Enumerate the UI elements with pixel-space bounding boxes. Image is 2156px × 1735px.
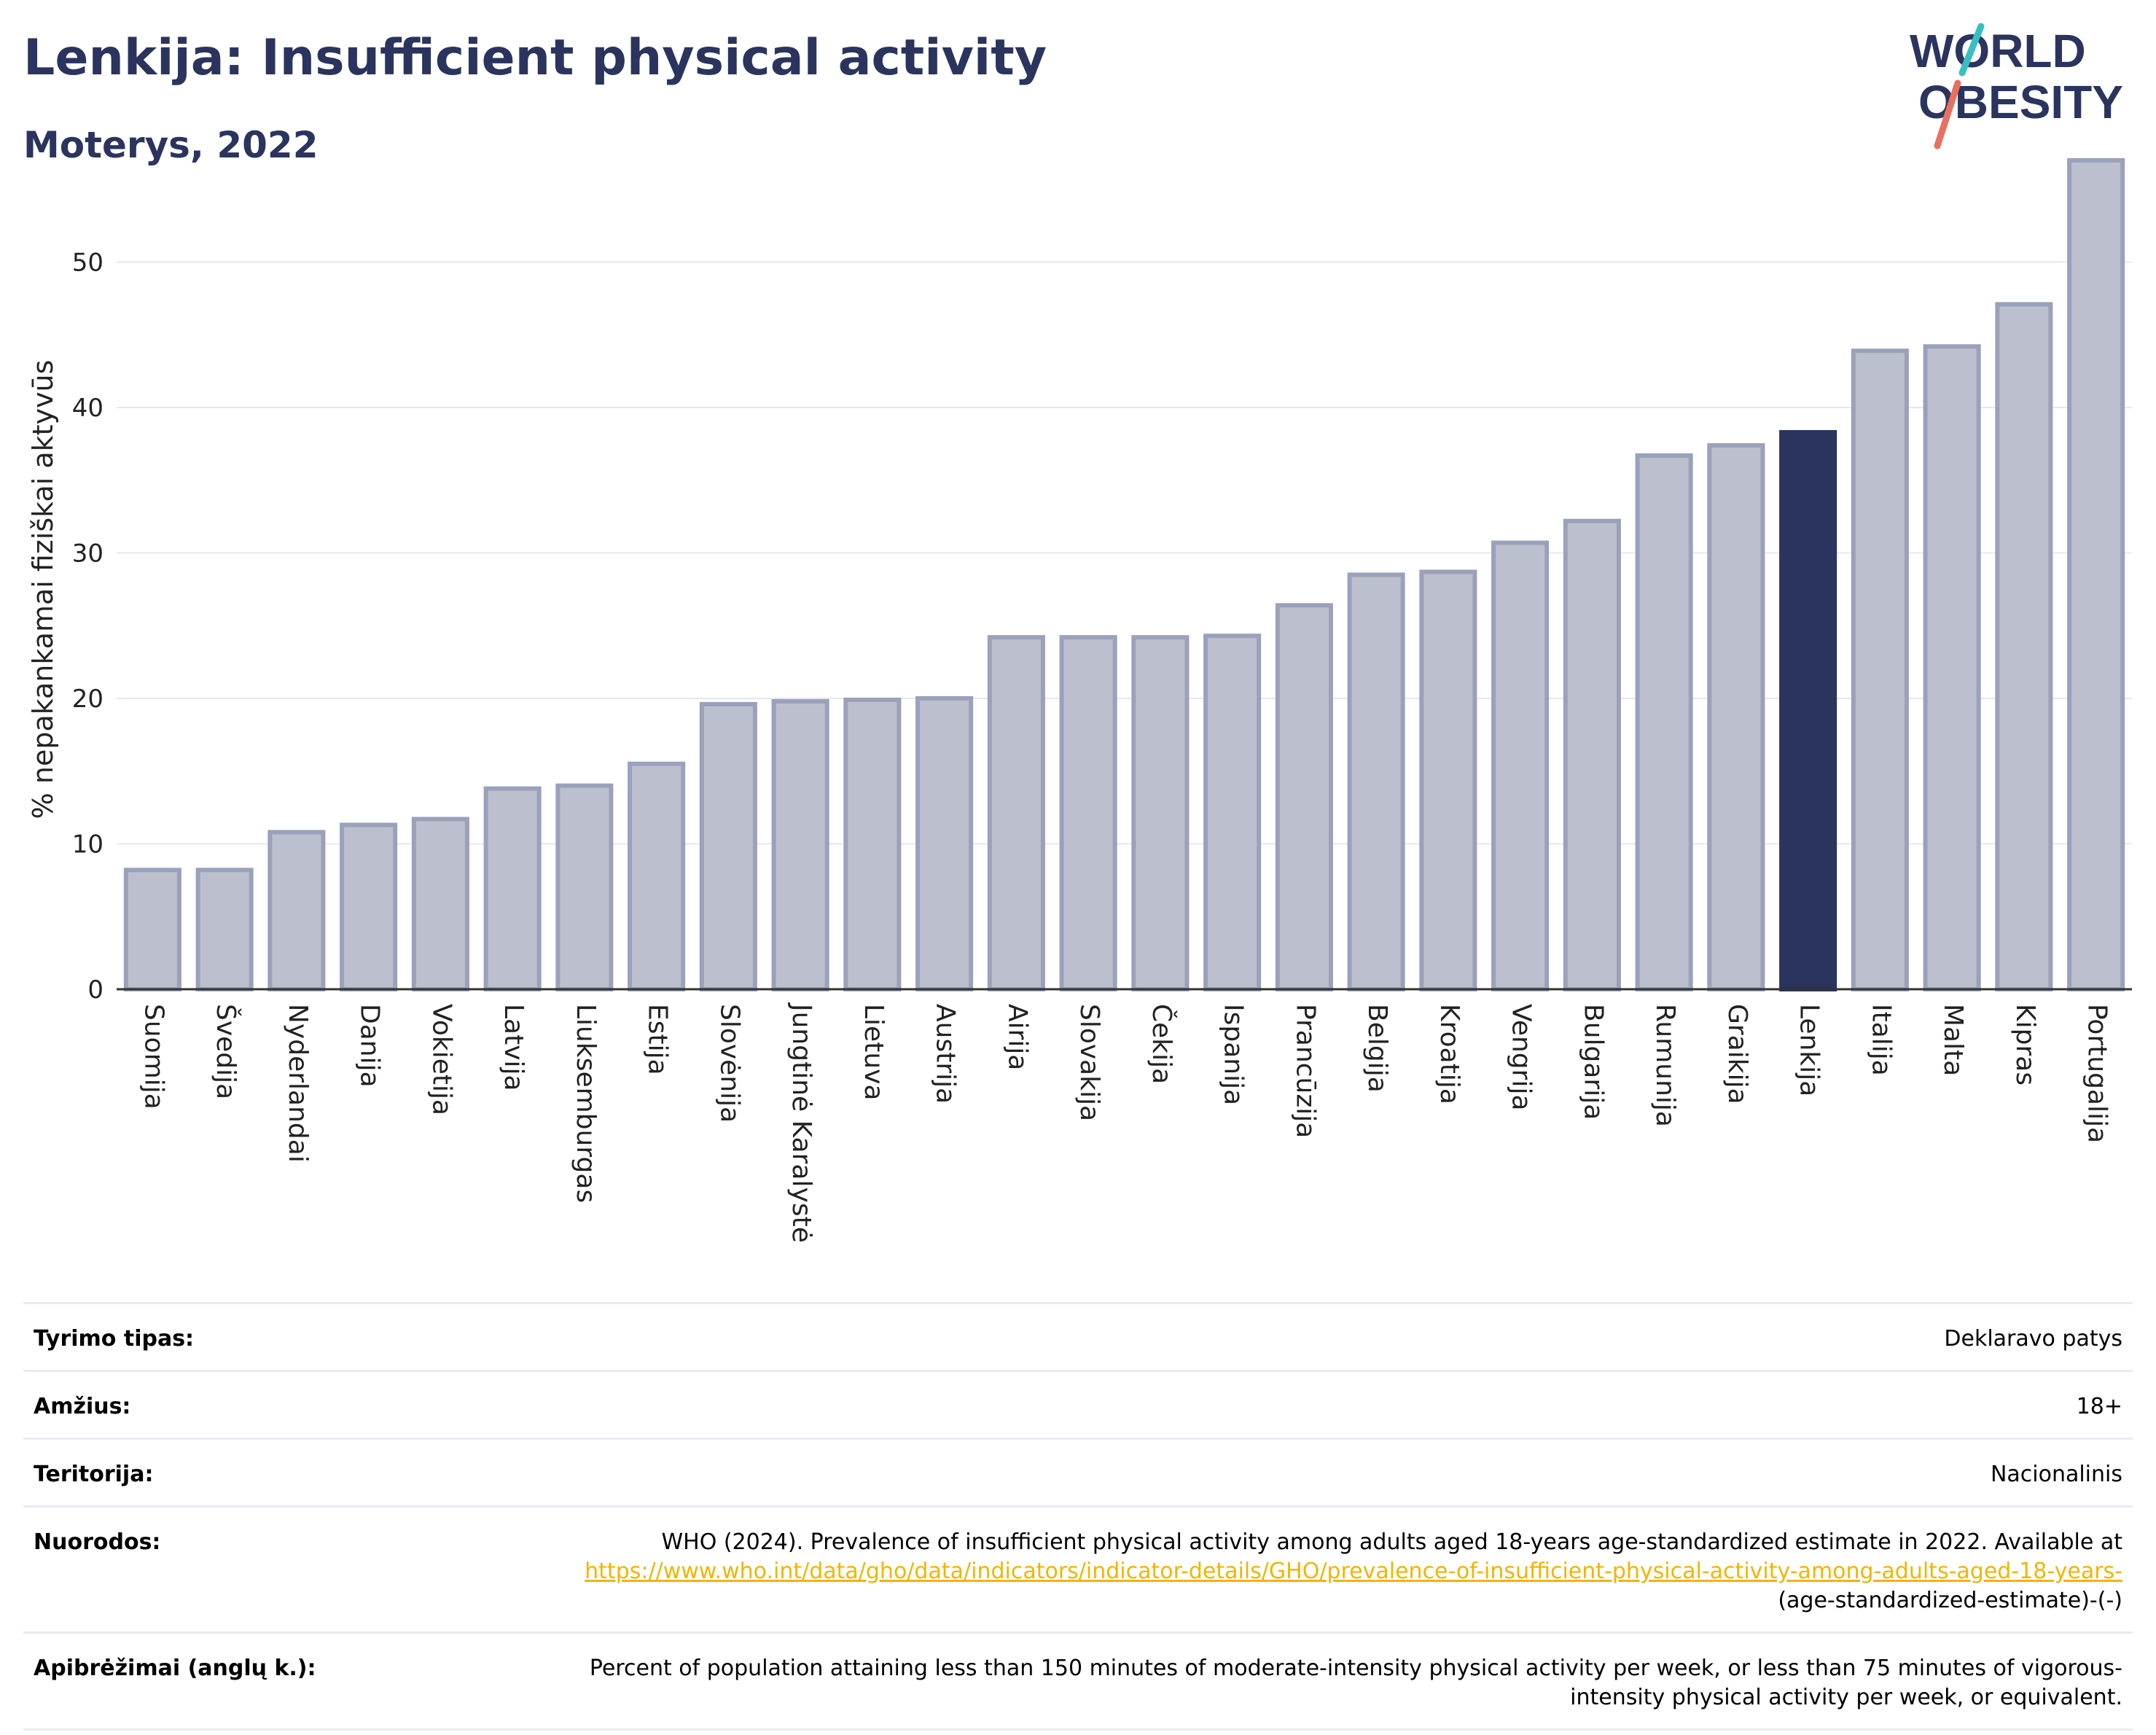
bar [555,783,614,992]
x-tick-label: Suomija [138,1004,168,1110]
bar-chart: 0 10 20 30 40 50 % nepakankamai fiziškai aktyv… [27,157,2132,1243]
info-row-definitions: Apibrėžimai (anglų k.): Percent of popul… [23,1631,2133,1731]
x-tick-label: Nyderlandai [283,1004,313,1163]
x-tick-label: Ispanija [1219,1004,1249,1105]
bar [843,698,902,991]
bar [699,701,757,991]
bar-highlighted [1779,429,1837,991]
x-tick-label: Rumunija [1650,1004,1680,1127]
bar [1995,302,2053,992]
bar [1851,348,1909,992]
references-link[interactable]: https://www.who.int/data/gho/data/indica… [585,1559,2122,1584]
world-obesity-logo: WORLD OBESITY [1902,22,2136,153]
bar [1203,633,1262,991]
chart-title: Lenkija: Insufficient physical activity [23,29,1047,87]
x-tick-label: Kroatija [1434,1004,1464,1104]
y-tick-label: 40 [72,394,103,423]
y-tick-label: 10 [72,830,103,859]
x-tick-label: Danija [355,1004,385,1088]
bar [411,816,469,992]
logo-line-1: WORLD [1910,25,2086,77]
bar [1563,518,1621,991]
x-tick-label: Latvija [499,1004,528,1091]
bar [1707,442,1765,991]
bar [1059,635,1117,992]
y-axis-label: % nepakankamai fiziškai aktyvūs [27,360,59,819]
info-table: Tyrimo tipas: Deklaravo patys Amžius: 18… [23,1302,2133,1731]
x-tick-label: Graikija [1722,1004,1752,1104]
survey-type-label: Tyrimo tipas: [23,1302,554,1372]
logo-slash-teal [1958,23,1985,77]
x-tick-label: Belgija [1362,1004,1392,1093]
logo-slash-coral [1934,79,1961,149]
bar [1131,635,1190,992]
x-tick-label: Lietuva [859,1004,888,1101]
info-row-references: Nuorodos: WHO (2024). Prevalence of insu… [23,1505,2133,1634]
bar [267,830,326,992]
age-value: 18+ [554,1370,2133,1440]
x-tick-label: Švedija [211,1004,241,1099]
bar [628,761,686,991]
bar [915,696,974,992]
bar [987,635,1045,992]
x-tick-label: Malta [1938,1004,1968,1076]
territory-label: Teritorija: [23,1438,554,1508]
y-tick-label: 20 [72,685,103,714]
references-text: WHO (2024). Prevalence of insufficient p… [661,1529,2122,1555]
x-tick-label: Estija [643,1004,673,1075]
bar [1275,603,1333,991]
references-suffix: (age-standardized-estimate)-(-) [1778,1588,2122,1613]
bar [340,822,398,992]
x-tick-label: Bulgarija [1578,1004,1608,1120]
x-tick-label: Portugalija [2082,1004,2112,1143]
info-row-age: Amžius: 18+ [23,1370,2133,1440]
bar [123,868,181,992]
x-tick-label: Vokietija [426,1004,456,1115]
x-tick-label: Austrija [931,1004,961,1104]
x-tick-label: Prancūzija [1290,1004,1320,1138]
x-tick-label: Jungtinė Karalystė [786,1002,816,1243]
y-tick-label: 50 [72,249,103,278]
bar [1347,572,1405,991]
bar [483,786,542,991]
definitions-label: Apibrėžimai (anglų k.): [23,1631,554,1731]
x-tick-label: Slovėnija [714,1004,744,1123]
references-label: Nuorodos: [23,1505,554,1634]
x-tick-label: Čekija [1147,1004,1177,1084]
references-value: WHO (2024). Prevalence of insufficient p… [554,1505,2133,1634]
bar [1491,540,1550,991]
survey-type-value: Deklaravo patys [554,1302,2133,1372]
chart-subtitle: Moterys, 2022 [23,124,319,166]
info-row-survey-type: Tyrimo tipas: Deklaravo patys [23,1302,2133,1372]
y-tick-label: 0 [87,975,103,1005]
age-label: Amžius: [23,1370,554,1440]
x-tick-label: Liuksemburgas [571,1004,601,1203]
x-tick-label: Airija [1002,1004,1032,1071]
bar [771,699,829,991]
bar [2067,157,2125,991]
definitions-value: Percent of population attaining less tha… [554,1631,2133,1731]
bar [195,868,254,992]
bar [1923,344,1981,992]
info-row-territory: Teritorija: Nacionalinis [23,1438,2133,1508]
territory-value: Nacionalinis [554,1438,2133,1508]
x-tick-label: Vengrija [1507,1004,1536,1111]
bar [1419,569,1477,991]
y-tick-label: 30 [72,539,103,569]
x-tick-label: Lenkija [1794,1004,1824,1096]
x-tick-label: Kipras [2010,1004,2040,1085]
x-tick-label: Slovakija [1074,1004,1104,1121]
x-tick-label: Italija [1866,1004,1896,1076]
bar [1635,453,1693,991]
